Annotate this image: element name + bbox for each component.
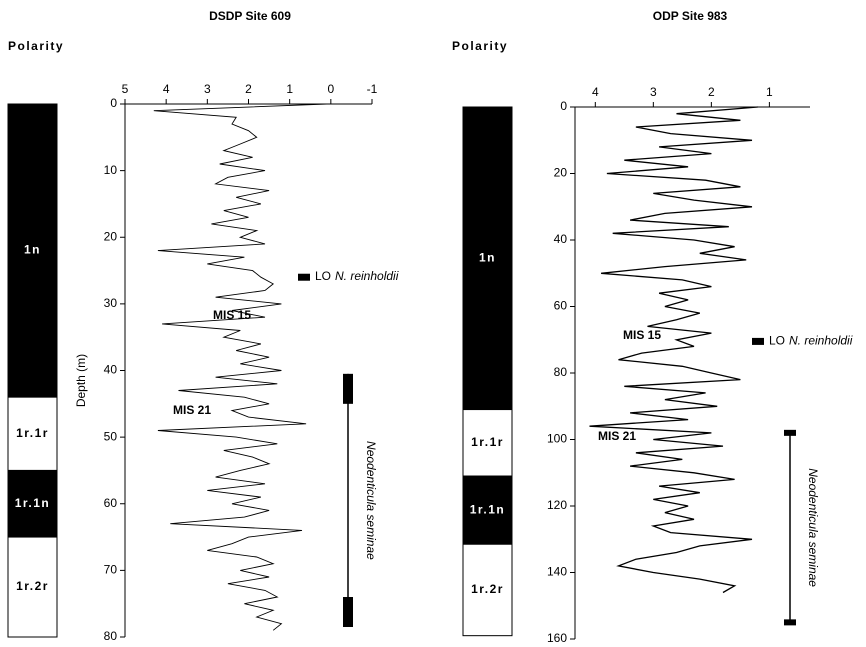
polarity-label: 1r.2r [471, 582, 504, 596]
polarity-zone [462, 543, 513, 637]
polarity-zone [7, 469, 58, 538]
y-tick-label: 120 [547, 498, 567, 512]
y-tick-label: 20 [104, 229, 118, 243]
x-tick-label: 2 [708, 85, 715, 99]
lo-taxon: N. reinholdii [335, 269, 399, 283]
y-tick-label: 140 [547, 565, 567, 579]
lo-label: LO N. reinholdii [315, 269, 399, 283]
x-tick-label: 1 [766, 85, 773, 99]
isotope-line [153, 103, 327, 631]
y-tick-label: 0 [110, 96, 117, 110]
x-tick-label: 2 [245, 82, 252, 96]
y-tick-label: 160 [547, 631, 567, 645]
lo-marker [298, 273, 310, 281]
y-tick-label: 40 [104, 363, 118, 377]
x-tick-label: 1 [286, 82, 293, 96]
polarity-zone [7, 536, 58, 638]
x-tick-label: 3 [650, 85, 657, 99]
lo-label: LO N. reinholdii [769, 334, 853, 348]
polarity-label: 1r.1r [471, 435, 504, 449]
y-tick-label: 30 [104, 296, 118, 310]
y-tick-label: 80 [554, 365, 568, 379]
polarity-label: 1r.1n [15, 496, 51, 510]
range-label: Neodenticula seminae [806, 468, 820, 587]
polarity-zone [7, 396, 58, 471]
x-tick-label: 3 [204, 82, 211, 96]
x-tick-label: 4 [592, 85, 599, 99]
polarity-label: 1n [479, 250, 496, 264]
y-tick-label: 10 [104, 163, 118, 177]
polarity-label: 1r.2r [16, 579, 49, 593]
polarity-zone [7, 103, 58, 398]
range-end [343, 597, 353, 628]
annotation: MIS 21 [598, 429, 636, 443]
range-end [784, 429, 796, 436]
chart-title: DSDP Site 609 [209, 9, 291, 23]
y-tick-label: 60 [554, 299, 568, 313]
y-tick-label: 100 [547, 432, 567, 446]
chart-title: ODP Site 983 [653, 9, 728, 23]
annotation: MIS 15 [623, 328, 661, 342]
lo-marker [752, 337, 764, 345]
annotation: MIS 21 [173, 403, 211, 417]
y-tick-label: 40 [554, 232, 568, 246]
polarity-zone [462, 475, 513, 545]
y-axis-label: Depth (m) [74, 354, 88, 407]
x-tick-label: 0 [327, 82, 334, 96]
x-tick-label: 4 [163, 82, 170, 96]
y-tick-label: 80 [104, 629, 118, 643]
range-end [343, 373, 353, 404]
y-tick-label: 50 [104, 429, 118, 443]
lo-prefix: LO [769, 334, 785, 348]
polarity-title: Polarity [8, 39, 64, 53]
x-tick-label: 5 [122, 82, 129, 96]
y-tick-label: 60 [104, 496, 118, 510]
y-tick-label: 20 [554, 166, 568, 180]
lo-taxon: N. reinholdii [789, 334, 853, 348]
lo-prefix: LO [315, 269, 331, 283]
polarity-label: 1r.1n [470, 502, 506, 516]
x-tick-label: -1 [367, 82, 378, 96]
polarity-title: Polarity [452, 39, 508, 53]
polarity-zone [462, 106, 513, 411]
annotation: MIS 15 [213, 308, 251, 322]
y-tick-label: 0 [560, 99, 567, 113]
polarity-label: 1r.1r [16, 426, 49, 440]
polarity-label: 1n [24, 243, 41, 257]
y-tick-label: 70 [104, 563, 118, 577]
range-end [784, 619, 796, 626]
isotope-line [589, 106, 758, 594]
range-label: Neodenticula seminae [364, 441, 378, 560]
